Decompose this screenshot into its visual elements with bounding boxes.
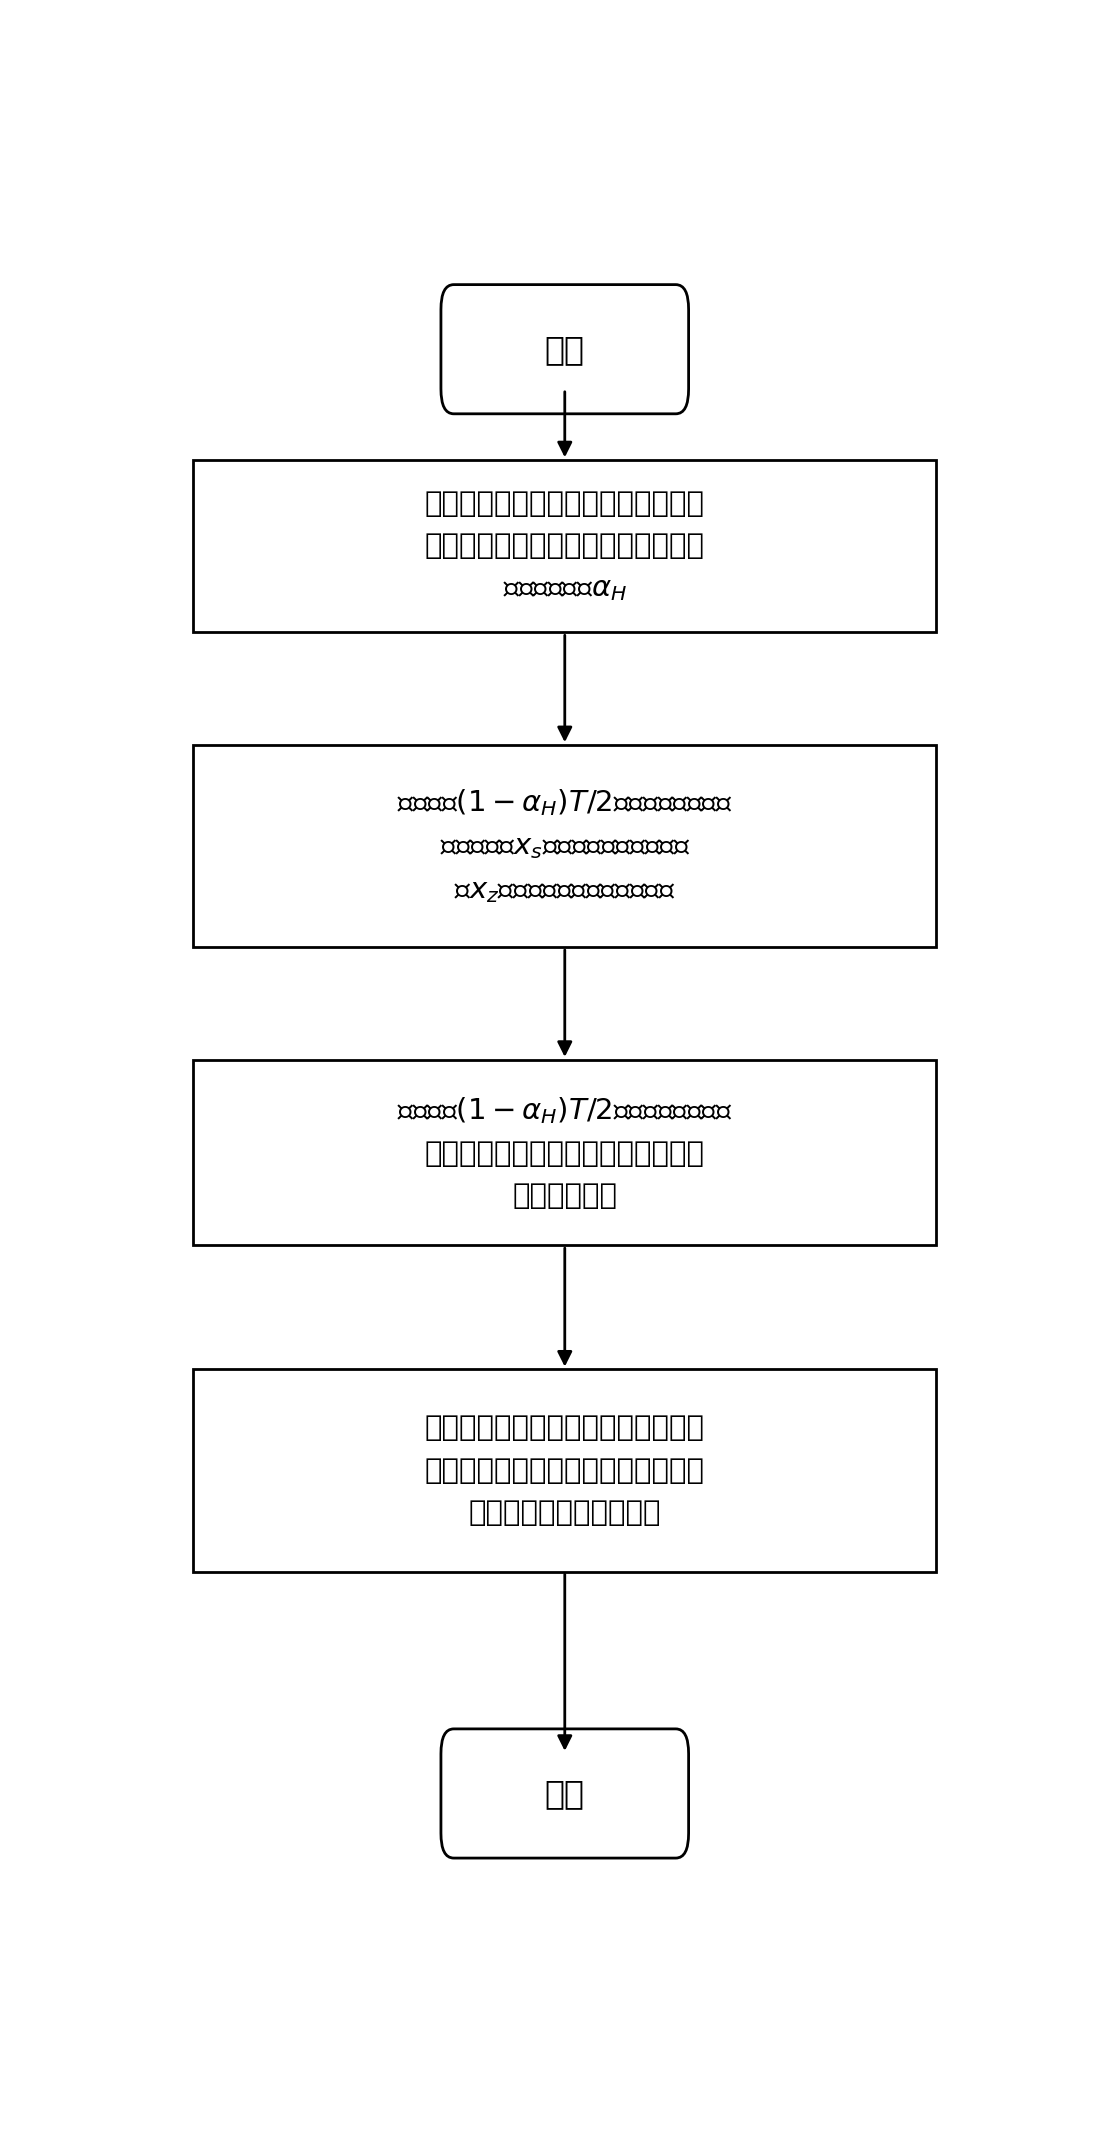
Bar <box>193 1370 937 1572</box>
Text: 在第一个$(1-\alpha_H)T/2$时隙内，不可靠中
继节点转发接收到的混合信号，目的
节点接收信号: 在第一个$(1-\alpha_H)T/2$时隙内，不可靠中 继节点转发接收到的混… <box>397 1095 733 1211</box>
FancyBboxPatch shape <box>441 284 689 413</box>
FancyBboxPatch shape <box>441 1729 689 1858</box>
Bar <box>193 1060 937 1245</box>
Bar <box>193 460 937 632</box>
Text: 源节点发送能量信号，不可靠中继节
点和目的节点收集能量，并计算最优
能量收集时间$\alpha_H$: 源节点发送能量信号，不可靠中继节 点和目的节点收集能量，并计算最优 能量收集时间… <box>424 490 705 602</box>
Text: 结束: 结束 <box>544 1777 585 1809</box>
Text: 在第一个$(1-\alpha_H)T/2$时隙内，源节点发
送信息信号$x_s$，目的节点发送干扰信
号$x_z$，不可靠中继节点接收信号: 在第一个$(1-\alpha_H)T/2$时隙内，源节点发 送信息信号$x_s$… <box>397 787 733 906</box>
Text: 目的节点对不可靠中继节点转发的混
合信号进行自干扰消除，并对干扰消
除后的信号进行信息检测: 目的节点对不可靠中继节点转发的混 合信号进行自干扰消除，并对干扰消 除后的信号进… <box>424 1413 705 1527</box>
Text: 开始: 开始 <box>544 333 585 366</box>
Bar <box>193 744 937 946</box>
